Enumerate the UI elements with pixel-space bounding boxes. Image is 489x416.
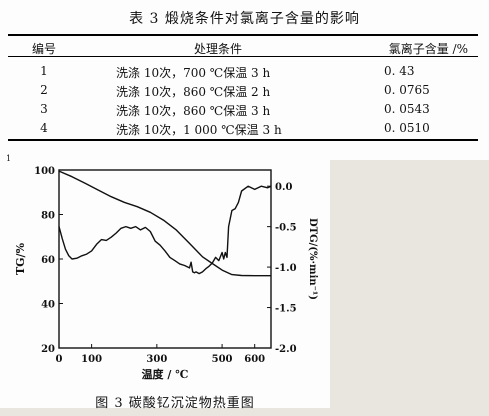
table-bottom-rule: [8, 139, 478, 141]
row-2-chloride: 0. 0765: [384, 83, 430, 97]
x-tick-label: 300: [146, 354, 167, 365]
y-right-tick-label: -2.0: [275, 344, 297, 355]
row-1-condition: 洗涤 10次，700 ℃保温 3 h: [116, 66, 271, 80]
row-1-no: 1: [40, 64, 48, 78]
y-left-tick-label: 20: [41, 344, 55, 355]
row-3-condition: 洗涤 10次，860 ℃保温 3 h: [116, 104, 271, 118]
table-top-rule: [8, 34, 478, 36]
y-left-tick-label: 60: [41, 255, 55, 266]
y-left-axis-label: TG/%: [14, 242, 27, 275]
row-3-chloride: 0. 0543: [384, 102, 430, 116]
x-tick-label: 100: [81, 354, 102, 365]
y-right-tick-label: -1.5: [275, 304, 297, 315]
table-title: 表 3 煅烧条件对氯离子含量的影响: [129, 11, 360, 27]
y-right-tick-label: -1.0: [275, 263, 297, 274]
y-left-tick-label: 100: [34, 166, 55, 177]
plot-frame: [58, 169, 272, 349]
row-4-chloride: 0. 0510: [384, 121, 430, 135]
row-2-condition: 洗涤 10次，860 ℃保温 2 h: [116, 85, 271, 99]
row-2-no: 2: [40, 83, 48, 97]
table-header-rule: [8, 56, 478, 57]
page-margin-right: [330, 160, 489, 416]
header-condition: 处理条件: [193, 42, 242, 56]
row-1-chloride: 0. 43: [384, 64, 415, 78]
y-right-tick-label: -0.5: [275, 223, 297, 234]
tg-dtg-chart: 0 100 300 500 600 20 40 60 80 100 -2.0 -1.5 -1.0 -0.5…: [14, 166, 318, 381]
tg-dtg-figure: 0 100 300 500 600 20 40 60 80 100 -2.0 -1.5 -1.0 -0.5…: [0, 160, 330, 416]
dtg-curve: [58, 185, 272, 275]
y-left-tick-label: 80: [41, 211, 55, 222]
x-tick-label: 600: [244, 354, 265, 365]
figure-caption: 图 3 碳酸钇沉淀物热重图: [95, 396, 255, 411]
x-tick-label: 0: [56, 354, 63, 365]
page-margin-bottom: [0, 408, 489, 416]
row-4-no: 4: [40, 121, 48, 135]
row-3-no: 3: [40, 102, 48, 116]
header-no: 编号: [31, 42, 56, 56]
x-axis-label: 温度 / ℃: [142, 367, 189, 381]
footnote-mark: 1: [6, 154, 12, 163]
header-chloride: 氯离子含量 /%: [388, 42, 468, 56]
tg-curve: [58, 170, 271, 277]
x-tick-label: 500: [212, 354, 233, 365]
y-left-tick-label: 40: [41, 300, 55, 311]
y-right-tick-label: 0.0: [275, 182, 292, 193]
y-right-axis-label: DTG/(%·min⁻¹): [307, 218, 318, 300]
row-4-condition: 洗涤 10次，1 000 ℃保温 3 h: [116, 123, 282, 137]
